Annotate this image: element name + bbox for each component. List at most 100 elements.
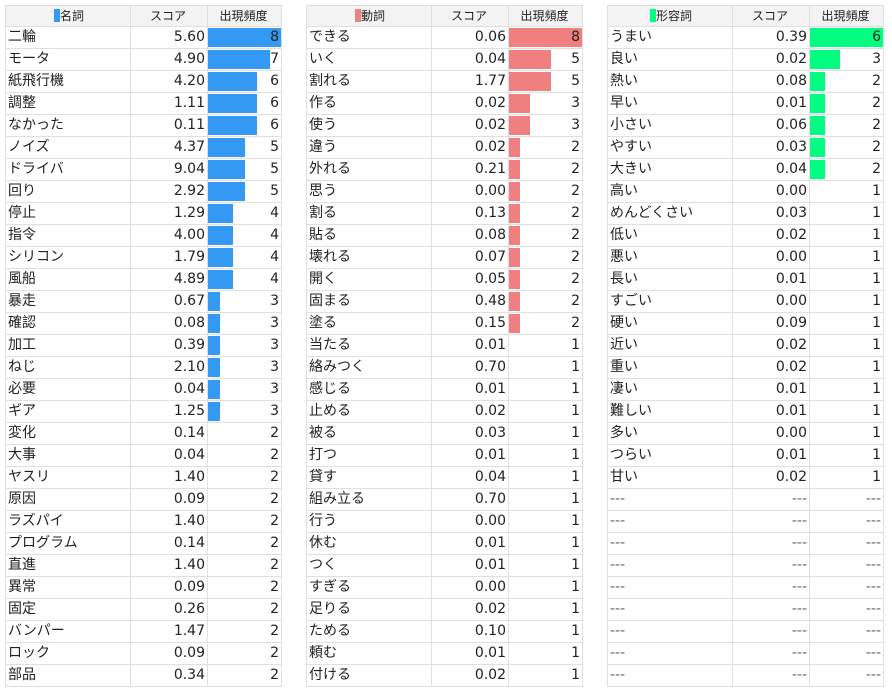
word-cell: めんどくさい [607, 203, 732, 224]
score-cell: 0.21 [431, 159, 508, 180]
table-row: 低い 0.02 1 [607, 225, 884, 247]
table-row: 頼む 0.01 1 [306, 643, 583, 665]
word-cell: 直進 [5, 555, 130, 576]
frequency-cell: 2 [508, 203, 583, 224]
table-row: --- --- --- [607, 489, 884, 511]
table-row: 回り 2.92 5 [5, 181, 282, 203]
cell-text: 近い [610, 337, 638, 353]
cell-text: --- [610, 491, 626, 507]
header-text: スコア [149, 9, 186, 23]
word-cell: 外れる [306, 159, 431, 180]
cell-text: 3 [872, 51, 881, 67]
cell-text: 風船 [8, 271, 36, 287]
cell-text: 1 [872, 183, 881, 199]
word-cell: 部品 [5, 665, 130, 686]
score-cell: 0.03 [732, 137, 809, 158]
frequency-cell: 2 [207, 489, 282, 510]
frequency-cell: 2 [207, 467, 282, 488]
cell-text: 多い [610, 425, 638, 441]
table-row: 甘い 0.02 1 [607, 467, 884, 489]
frequency-cell: 3 [508, 93, 583, 114]
cell-text: 0.07 [474, 249, 506, 265]
table-row: 思う 0.00 2 [306, 181, 583, 203]
score-cell: 0.02 [431, 115, 508, 136]
cell-text: 5.60 [173, 29, 205, 45]
frequency-cell: --- [809, 489, 884, 510]
word-cell: 貼る [306, 225, 431, 246]
cell-text: 長い [610, 271, 638, 287]
cell-text: 1 [571, 579, 580, 595]
cell-text: 9.04 [173, 161, 205, 177]
word-cell: 紙飛行機 [5, 71, 130, 92]
cell-text: 0.01 [775, 271, 807, 287]
score-cell: 4.00 [130, 225, 207, 246]
cell-text: 4.20 [173, 73, 205, 89]
frequency-cell: 2 [207, 555, 282, 576]
cell-text: 感じる [309, 381, 351, 397]
cell-text: 2 [270, 579, 279, 595]
cell-text: 難しい [610, 403, 652, 419]
frequency-bar [509, 160, 520, 179]
frequency-cell: 1 [809, 313, 884, 334]
word-cell: --- [607, 489, 732, 510]
frequency-cell: 2 [207, 643, 282, 664]
frequency-cell: 1 [809, 291, 884, 312]
word-cell: すぎる [306, 577, 431, 598]
frequency-cell: --- [809, 599, 884, 620]
score-cell: 0.01 [431, 555, 508, 576]
word-cell: プログラム [5, 533, 130, 554]
cell-text: 0.39 [775, 29, 807, 45]
cell-text: 0.02 [474, 139, 506, 155]
score-cell: 0.02 [431, 599, 508, 620]
frequency-bar [208, 50, 270, 69]
table-row: 原因 0.09 2 [5, 489, 282, 511]
frequency-cell: 1 [809, 445, 884, 466]
cell-text: 6 [270, 117, 279, 133]
table-row: 加工 0.39 3 [5, 335, 282, 357]
cell-text: --- [791, 601, 807, 617]
score-cell: 0.02 [732, 225, 809, 246]
cell-text: 割る [309, 205, 337, 221]
cell-text: 2.10 [173, 359, 205, 375]
score-cell: 1.77 [431, 71, 508, 92]
frequency-cell: 4 [207, 247, 282, 268]
word-cell: 組み立る [306, 489, 431, 510]
word-cell: 長い [607, 269, 732, 290]
cell-text: --- [865, 535, 881, 551]
table-row: 紙飛行機 4.20 6 [5, 71, 282, 93]
score-cell: 0.70 [431, 357, 508, 378]
cell-text: 思う [309, 183, 337, 199]
word-cell: 加工 [5, 335, 130, 356]
header-cell: 名詞 [5, 6, 130, 27]
score-cell: 0.02 [431, 401, 508, 422]
frequency-cell: --- [809, 555, 884, 576]
frequency-bar [208, 402, 221, 421]
word-cell: --- [607, 599, 732, 620]
score-cell: 0.09 [732, 313, 809, 334]
table-row: すぎる 0.00 1 [306, 577, 583, 599]
frequency-cell: --- [809, 533, 884, 554]
header-text: スコア [450, 9, 487, 23]
cell-text: 0.09 [173, 579, 205, 595]
cell-text: 1 [872, 293, 881, 309]
cell-text: 0.01 [474, 535, 506, 551]
word-cell: ためる [306, 621, 431, 642]
frequency-cell: 8 [508, 27, 583, 48]
cell-text: 3 [270, 337, 279, 353]
cell-text: 停止 [8, 205, 36, 221]
frequency-cell: 2 [207, 423, 282, 444]
cell-text: 作る [309, 95, 337, 111]
score-cell: 4.90 [130, 49, 207, 70]
word-cell: 当たる [306, 335, 431, 356]
cell-text: 1 [872, 469, 881, 485]
word-cell: 二輪 [5, 27, 130, 48]
table-row: 風船 4.89 4 [5, 269, 282, 291]
frequency-cell: 1 [508, 357, 583, 378]
frequency-cell: 2 [508, 313, 583, 334]
score-cell: 0.15 [431, 313, 508, 334]
cell-text: 1 [571, 645, 580, 661]
table-row: 違う 0.02 2 [306, 137, 583, 159]
cell-text: バンパー [8, 623, 65, 639]
frequency-bar [509, 94, 531, 113]
word-cell: 小さい [607, 115, 732, 136]
